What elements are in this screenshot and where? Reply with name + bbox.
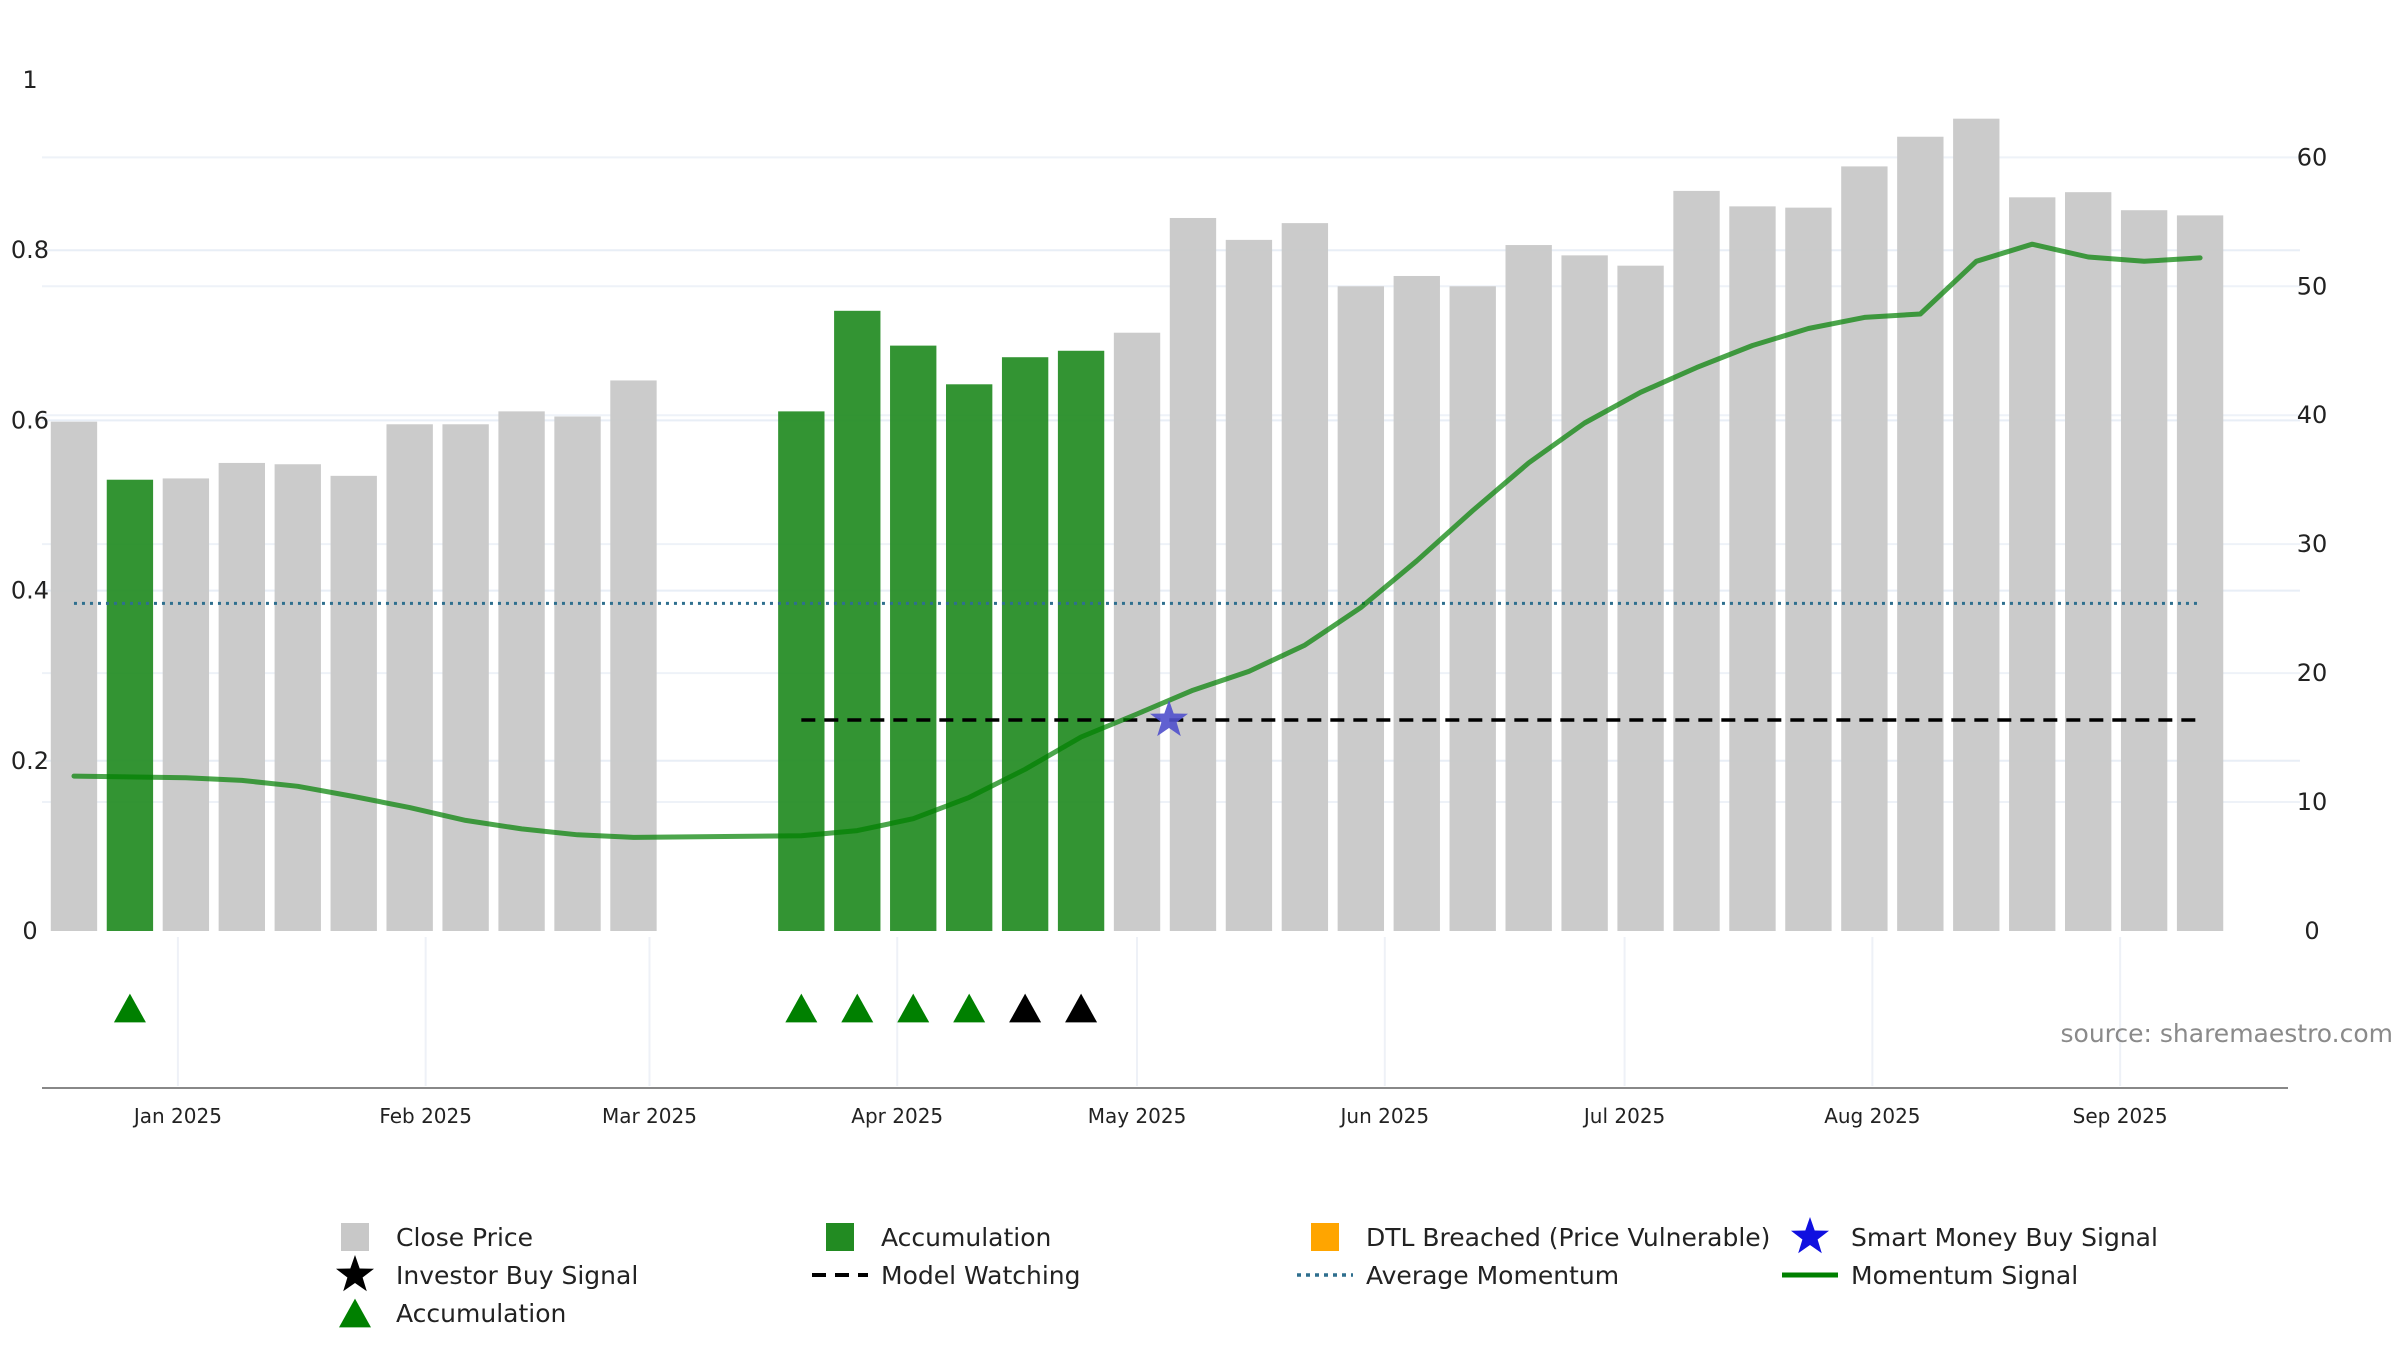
close-price-bar bbox=[1673, 190, 1720, 931]
legend-label: Investor Buy Signal bbox=[396, 1261, 638, 1290]
x-tick-label: May 2025 bbox=[1088, 1104, 1187, 1128]
close-price-bar bbox=[1505, 245, 1552, 931]
close-price-bar bbox=[1897, 136, 1944, 931]
left-tick-label: 0.2 bbox=[11, 747, 49, 775]
legend: Close Price Accumulation DTL Breached (Pri… bbox=[336, 1217, 2158, 1328]
accumulation-marker bbox=[897, 993, 930, 1023]
close-price-bar bbox=[1953, 118, 2000, 931]
right-tick-label: 0 bbox=[2304, 917, 2319, 945]
accumulation-marker bbox=[785, 993, 818, 1023]
close-price-bar bbox=[162, 478, 210, 931]
close-price-bar bbox=[442, 424, 489, 931]
left-tick-label: 0.4 bbox=[11, 577, 49, 605]
legend-symbol-square bbox=[826, 1223, 854, 1251]
close-price-bar bbox=[2009, 197, 2056, 932]
legend-label: Accumulation bbox=[396, 1299, 566, 1328]
close-price-bar bbox=[778, 411, 825, 931]
close-price-bar bbox=[554, 416, 601, 931]
close-price-bar bbox=[945, 384, 993, 931]
close-price-bar bbox=[1449, 286, 1496, 931]
source-label: source: sharemaestro.com bbox=[2061, 1019, 2394, 1048]
close-price-bar bbox=[50, 421, 98, 931]
close-price-bar bbox=[2176, 215, 2224, 932]
close-price-bars bbox=[50, 118, 2224, 932]
close-price-bar bbox=[834, 310, 881, 931]
legend-label: Smart Money Buy Signal bbox=[1851, 1223, 2158, 1252]
smart-money-buy-marker bbox=[1150, 700, 1188, 737]
legend-symbol-square bbox=[341, 1223, 369, 1251]
right-tick-label: 60 bbox=[2297, 143, 2328, 171]
left-tick-label: 0 bbox=[22, 917, 37, 945]
left-tick-label: 1 bbox=[22, 66, 37, 94]
right-tick-label: 20 bbox=[2297, 659, 2328, 687]
investor-buy-marker bbox=[1009, 993, 1042, 1023]
accumulation-marker bbox=[113, 993, 146, 1023]
legend-symbol-star bbox=[336, 1255, 374, 1292]
legend-symbol-square bbox=[1311, 1223, 1339, 1251]
close-price-bar bbox=[330, 475, 377, 931]
x-tick-label: Jul 2025 bbox=[1582, 1104, 1665, 1128]
close-price-bar bbox=[1225, 239, 1273, 932]
legend-label: Momentum Signal bbox=[1851, 1261, 2078, 1290]
close-price-bar bbox=[1057, 350, 1105, 932]
close-price-bar bbox=[1169, 217, 1217, 931]
legend-label: DTL Breached (Price Vulnerable) bbox=[1366, 1223, 1770, 1252]
left-tick-label: 0.6 bbox=[11, 406, 49, 434]
x-tick-label: Sep 2025 bbox=[2073, 1104, 2168, 1128]
close-price-bar bbox=[274, 464, 321, 931]
close-price-bar bbox=[1617, 265, 1664, 931]
close-price-bar bbox=[106, 479, 154, 931]
right-tick-label: 10 bbox=[2297, 788, 2328, 816]
x-tick-label: Aug 2025 bbox=[1824, 1104, 1920, 1128]
legend-label: Accumulation bbox=[881, 1223, 1051, 1252]
close-price-bar bbox=[1281, 223, 1329, 931]
close-price-bar bbox=[2064, 192, 2112, 932]
close-price-bar bbox=[1113, 332, 1161, 932]
legend-symbol-star bbox=[1791, 1217, 1829, 1254]
right-tick-label: 40 bbox=[2297, 401, 2328, 429]
accumulation-marker bbox=[841, 993, 874, 1023]
legend-label: Close Price bbox=[396, 1223, 533, 1252]
right-tick-label: 50 bbox=[2297, 272, 2328, 300]
x-tick-label: Jan 2025 bbox=[132, 1104, 222, 1128]
close-price-bar bbox=[498, 411, 545, 931]
close-price-bar bbox=[1785, 207, 1832, 931]
legend-label: Model Watching bbox=[881, 1261, 1081, 1290]
x-tick-label: Mar 2025 bbox=[602, 1104, 697, 1128]
left-tick-label: 0.8 bbox=[11, 236, 49, 264]
close-price-bar bbox=[2120, 210, 2168, 932]
legend-label: Average Momentum bbox=[1366, 1261, 1619, 1290]
close-price-bar bbox=[1393, 275, 1440, 931]
close-price-bar bbox=[1729, 206, 1776, 932]
momentum-signal-line bbox=[71, 241, 2203, 840]
signal-markers bbox=[113, 700, 1188, 1023]
x-tick-label: Apr 2025 bbox=[851, 1104, 943, 1128]
close-price-bar bbox=[1841, 166, 1888, 931]
close-price-bar bbox=[1001, 357, 1049, 931]
close-price-bar bbox=[1561, 255, 1608, 932]
close-price-bar bbox=[890, 345, 937, 932]
close-price-bar bbox=[610, 380, 657, 931]
signal-lines bbox=[71, 241, 2203, 840]
right-tick-label: 30 bbox=[2297, 530, 2328, 558]
close-price-bar bbox=[218, 462, 266, 931]
close-price-bar bbox=[386, 424, 433, 931]
x-tick-label: Feb 2025 bbox=[379, 1104, 472, 1128]
accumulation-marker bbox=[953, 993, 986, 1023]
investor-buy-marker bbox=[1065, 993, 1098, 1023]
x-tick-label: Jun 2025 bbox=[1339, 1104, 1430, 1128]
legend-symbol-triangle bbox=[339, 1298, 371, 1328]
